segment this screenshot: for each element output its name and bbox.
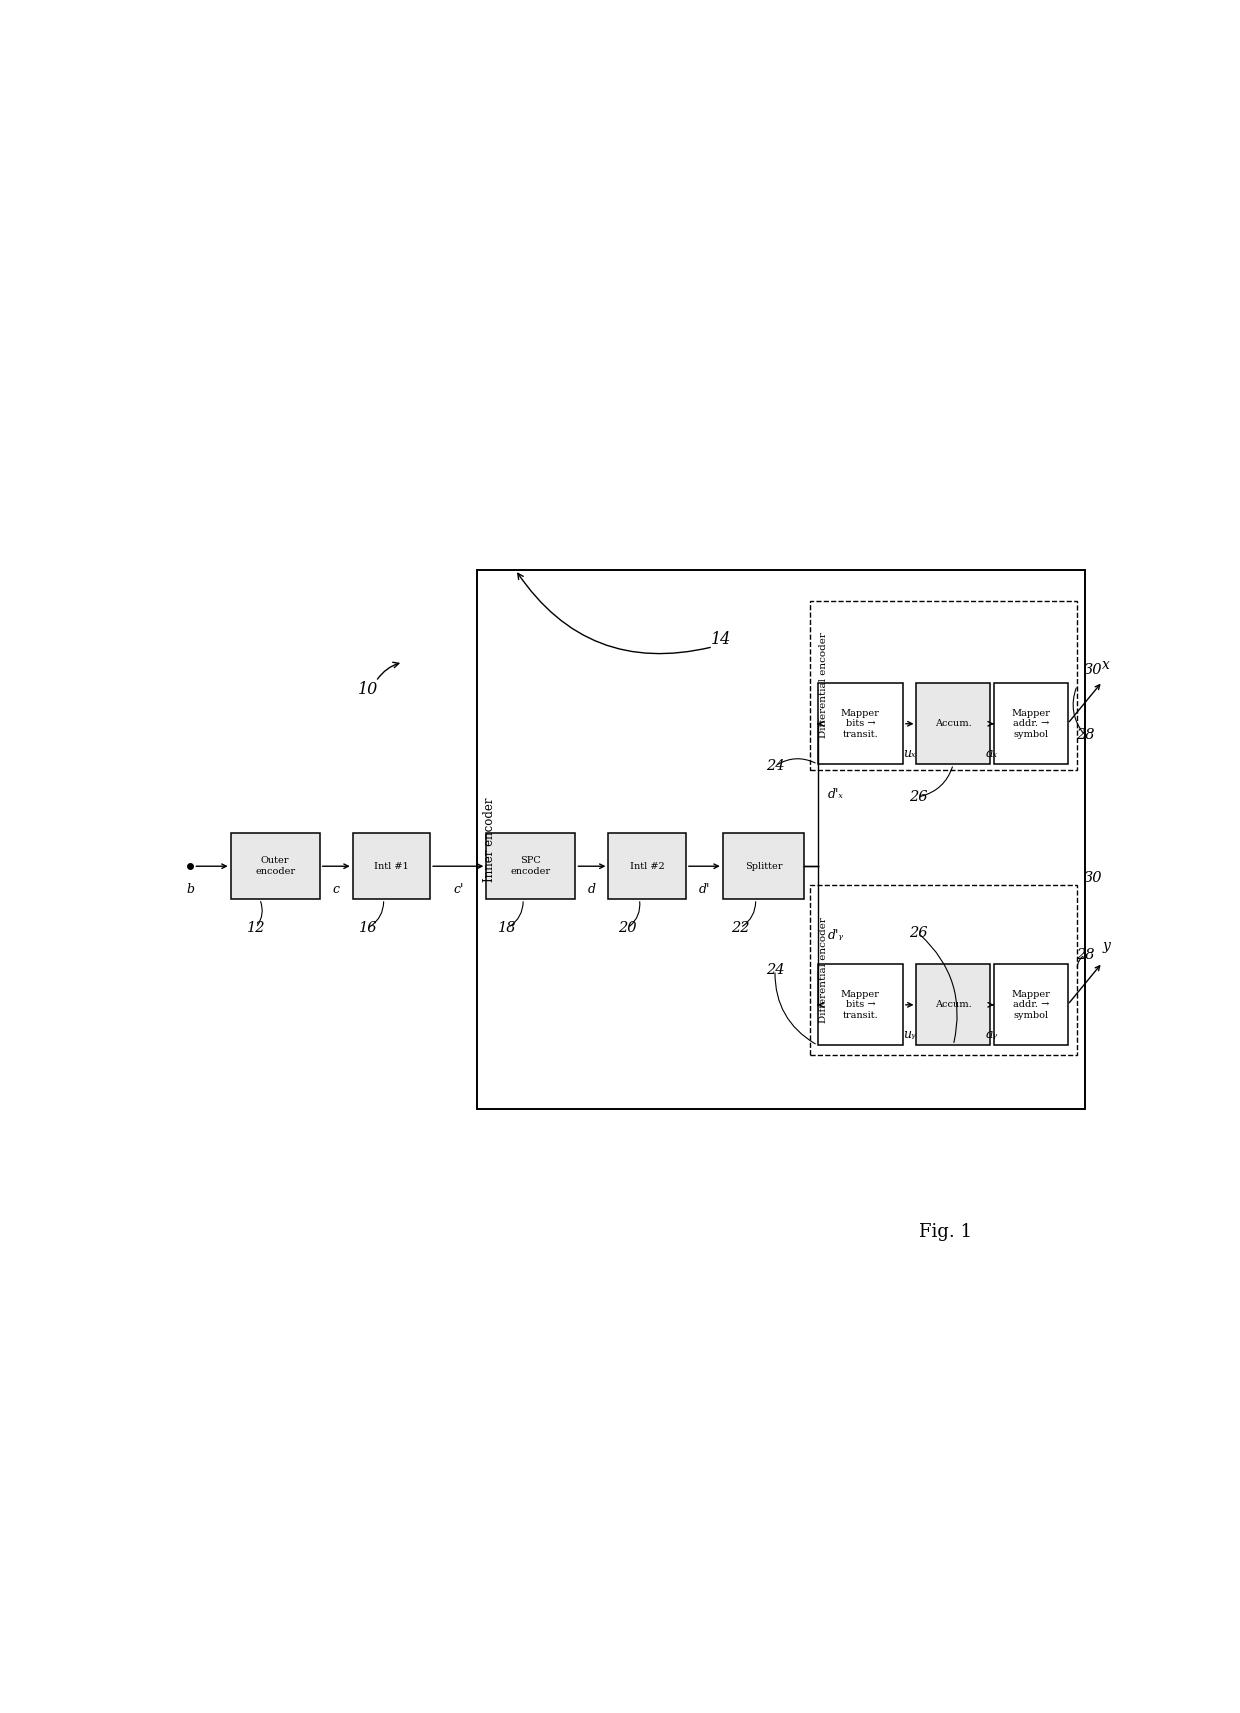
Bar (994, 683, 1068, 764)
Text: Accum.: Accum. (935, 1000, 972, 1009)
Text: 28: 28 (1076, 728, 1094, 742)
Text: Mapper
addr. →
symbol: Mapper addr. → symbol (1012, 990, 1050, 1019)
Text: 12: 12 (247, 922, 265, 935)
Text: 18: 18 (498, 922, 517, 935)
Text: 24: 24 (766, 963, 784, 976)
Bar (916, 683, 990, 764)
Text: SPC
encoder: SPC encoder (511, 856, 551, 875)
Bar (231, 834, 320, 899)
Bar (817, 683, 903, 764)
Text: 30: 30 (1084, 870, 1102, 886)
Text: Fig. 1: Fig. 1 (919, 1223, 972, 1240)
Bar (994, 964, 1068, 1045)
Bar (810, 601, 1078, 769)
Text: Mapper
bits →
transit.: Mapper bits → transit. (841, 990, 879, 1019)
Bar (723, 834, 804, 899)
Bar (476, 570, 1085, 1108)
Text: Differential encoder: Differential encoder (818, 632, 827, 738)
Bar (817, 964, 903, 1045)
Text: d: d (588, 884, 596, 896)
Text: uᵧ: uᵧ (903, 1028, 916, 1042)
Bar (916, 964, 990, 1045)
Text: Splitter: Splitter (745, 862, 782, 870)
Bar (352, 834, 430, 899)
Text: aₓ: aₓ (986, 747, 998, 761)
Text: Accum.: Accum. (935, 719, 972, 728)
Text: x: x (1102, 658, 1110, 671)
Text: Outer
encoder: Outer encoder (255, 856, 295, 875)
Text: 22: 22 (730, 922, 749, 935)
Text: y: y (1102, 939, 1110, 952)
Text: 14: 14 (711, 630, 730, 648)
Text: d': d' (698, 884, 711, 896)
Text: Differential encoder: Differential encoder (818, 916, 827, 1023)
Text: d'ₓ: d'ₓ (827, 788, 843, 802)
Text: uₓ: uₓ (904, 747, 916, 761)
Text: Inner encoder: Inner encoder (484, 797, 496, 882)
Bar (810, 886, 1078, 1055)
Bar (609, 834, 686, 899)
Text: 10: 10 (358, 680, 378, 697)
Text: 26: 26 (909, 790, 928, 803)
Text: b: b (186, 884, 195, 896)
Text: 16: 16 (358, 922, 377, 935)
Text: Intl #1: Intl #1 (374, 862, 409, 870)
Bar (486, 834, 575, 899)
Text: 20: 20 (619, 922, 637, 935)
Text: 28: 28 (1076, 947, 1094, 961)
Text: 30: 30 (1084, 663, 1102, 677)
Text: Intl #2: Intl #2 (630, 862, 665, 870)
Text: c': c' (453, 884, 464, 896)
Text: aᵧ: aᵧ (986, 1028, 998, 1042)
Text: d'ᵧ: d'ᵧ (827, 928, 843, 942)
Text: 26: 26 (909, 927, 928, 940)
Text: Mapper
bits →
transit.: Mapper bits → transit. (841, 709, 879, 738)
Text: c: c (332, 884, 340, 896)
Text: Mapper
addr. →
symbol: Mapper addr. → symbol (1012, 709, 1050, 738)
Text: 24: 24 (766, 759, 784, 773)
